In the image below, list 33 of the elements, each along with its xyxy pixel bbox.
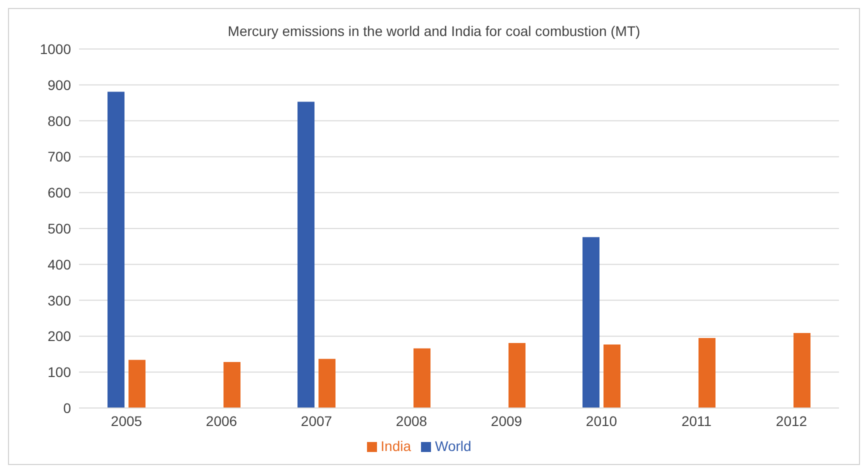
x-tick-label: 2008 [396,412,428,429]
y-tick-label: 400 [48,256,72,272]
y-tick-label: 300 [48,292,72,308]
y-tick-label: 800 [48,112,72,129]
x-tick-label: 2010 [586,412,618,429]
y-tick-label: 100 [48,364,72,380]
bar [414,348,430,408]
bar [508,343,526,408]
bar [318,358,336,408]
y-tick-label: 1000 [40,40,72,57]
x-tick-label: 2005 [110,412,142,429]
chart-title: Mercury emissions in the world and India for coal combustion (MT) [226,22,642,39]
bar [604,344,620,408]
bar [128,360,146,408]
bar [298,102,314,408]
x-tick-label: 2012 [776,412,808,429]
bar [698,338,716,408]
x-tick-label: 2007 [300,412,332,429]
y-tick-label: 200 [48,328,72,344]
x-tick-label: 2009 [490,412,522,429]
x-tick-label: 2006 [206,412,238,429]
bar [108,92,124,408]
bar [582,237,600,408]
y-tick-label: 500 [48,220,72,236]
y-tick-label: 900 [48,76,72,93]
legend-label: World [435,438,472,454]
y-tick-label: 0 [63,400,72,416]
y-tick-label: 700 [48,148,72,165]
x-tick-label: 2011 [681,412,712,429]
y-tick-label: 600 [48,184,72,201]
bar [224,362,240,408]
bar [794,332,810,408]
legend-label: India [380,438,412,454]
